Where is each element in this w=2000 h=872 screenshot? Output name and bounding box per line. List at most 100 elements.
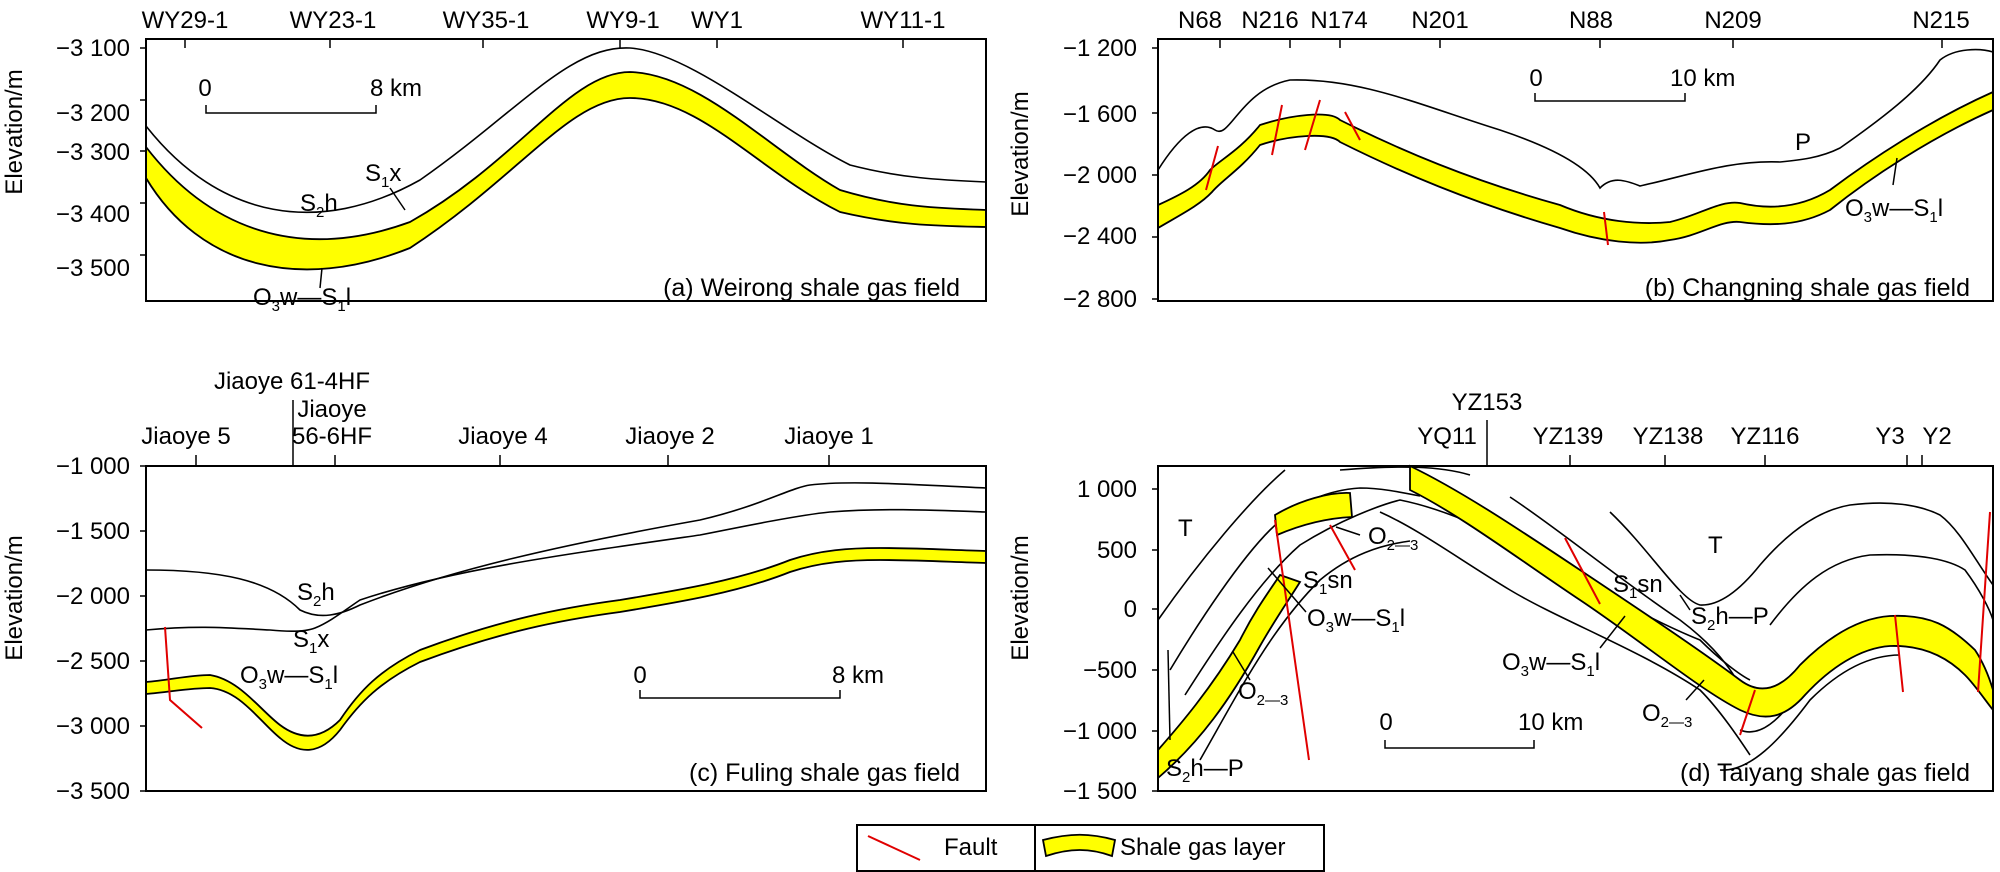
well-label: 56-6HF	[292, 423, 372, 450]
panel-a-tick: −3 500	[56, 255, 130, 282]
panel-c-s1x-boundary	[145, 508, 987, 633]
panel-d-leader	[1679, 594, 1691, 611]
scale-start: 0	[198, 75, 211, 102]
panel-d-label-o3w2: O3w—S1l	[1502, 649, 1600, 680]
panel-d-lower-boundary-2	[1379, 511, 1751, 756]
panel-b-label-p: P	[1795, 129, 1811, 156]
panel-b-changning: Elevation/m −1 200 −1 600 −2 000 −2 400 …	[1007, 7, 1994, 313]
panel-c-scale-bar: 0 8 km	[633, 662, 884, 699]
panel-d-tick: −1 500	[1063, 778, 1137, 805]
well-label: N215	[1912, 7, 1969, 34]
panel-d-label-o3w: O3w—S1l	[1307, 605, 1405, 636]
well-label: Jiaoye 1	[784, 423, 873, 450]
well-label: N88	[1569, 7, 1613, 34]
panel-d-well-labels: YZ153 YQ11 YZ139 YZ138 YZ116 Y3 Y2	[1417, 389, 1951, 450]
panel-d-lower-boundary	[1199, 540, 1411, 761]
well-label: WY9-1	[586, 7, 659, 34]
panel-b-label-o3w: O3w—S1l	[1845, 195, 1943, 226]
scale-end: 10 km	[1670, 65, 1735, 92]
well-label: Jiaoye	[297, 396, 366, 423]
panel-c-frame	[145, 465, 987, 792]
scale-start: 0	[1529, 65, 1542, 92]
panel-c-tick: −1 000	[56, 453, 130, 480]
panel-d-scale-bar: 0 10 km	[1379, 709, 1583, 749]
panel-d-label-s2hp2: S2h—P	[1691, 603, 1769, 634]
well-label: WY1	[691, 7, 743, 34]
panel-d-leader	[1167, 649, 1171, 741]
panel-d-leader	[1267, 567, 1307, 613]
panel-c-y-axis-label: Elevation/m	[1, 535, 28, 660]
panel-d-right-t-boundary	[1609, 502, 1994, 606]
panel-b-caption: (b) Changning shale gas field	[1645, 274, 1970, 302]
panel-a-leader	[389, 187, 406, 211]
well-label: Jiaoye 4	[458, 423, 547, 450]
panel-d-tick-labels: 1 000 500 0 −500 −1 000 −1 500	[1063, 476, 1137, 805]
panel-b-tick: −1 600	[1063, 101, 1137, 128]
well-label: Jiaoye 5	[141, 423, 230, 450]
legend-gas-box	[1034, 824, 1325, 872]
well-label: WY23-1	[290, 7, 377, 34]
panel-a-scale-bar: 0 8 km	[198, 75, 422, 114]
panel-d-faults	[1274, 511, 1991, 761]
panel-a-caption: (a) Weirong shale gas field	[663, 274, 960, 302]
panel-d-shale-gas-layer-crest	[1274, 492, 1353, 537]
well-label: YQ11	[1417, 423, 1477, 450]
panel-a-leader	[319, 267, 323, 289]
panel-d-tick: 0	[1124, 596, 1137, 623]
panel-d-label-s1sn2: S1sn	[1613, 571, 1663, 602]
panel-c-well-ticks	[195, 400, 830, 465]
panel-a-label-s2h: S2h	[300, 190, 338, 221]
well-label: WY29-1	[142, 7, 229, 34]
panel-b-tick: −2 400	[1063, 223, 1137, 250]
well-label: YZ153	[1452, 389, 1523, 416]
panel-d-caption: (d) Taiyang shale gas field	[1680, 759, 1970, 787]
panel-b-leader	[1892, 157, 1898, 186]
scale-end: 8 km	[832, 662, 884, 689]
well-label: Y2	[1922, 423, 1951, 450]
panel-a-label-s1x: S1x	[365, 160, 401, 191]
well-label: N201	[1411, 7, 1468, 34]
panel-c-tick-labels: −1 000 −1 500 −2 000 −2 500 −3 000 −3 50…	[56, 453, 130, 805]
panel-d-tick-marks	[1152, 488, 1158, 792]
panel-c-label-o3w: O3w—S1l	[240, 662, 338, 693]
panel-a-tick-marks	[140, 47, 146, 256]
panel-c-label-s1x: S1x	[293, 626, 329, 657]
legend-fault-label: Fault	[944, 834, 998, 861]
panel-d-s1sn-boundary	[1184, 499, 1751, 696]
panel-a-well-labels: WY29-1 WY23-1 WY35-1 WY9-1 WY1 WY11-1	[142, 7, 946, 34]
panel-a-tick: −3 100	[56, 35, 130, 62]
panel-d-label-o23b: O2—3	[1238, 678, 1288, 709]
panel-c-well-labels: Jiaoye 5 Jiaoye 61-4HF Jiaoye 56-6HF Jia…	[141, 368, 873, 450]
panel-d-leader	[1599, 615, 1626, 649]
panel-d-tick: 1 000	[1077, 476, 1137, 503]
panel-b-well-ticks	[1219, 38, 1943, 48]
panel-c-shale-gas-layer	[145, 547, 987, 751]
legend-gas-label: Shale gas layer	[1120, 834, 1285, 861]
scale-start: 0	[1379, 709, 1392, 736]
panel-a-tick-labels: −3 100 −3 200 −3 300 −3 400 −3 500	[56, 35, 130, 282]
well-label: WY35-1	[443, 7, 530, 34]
well-label: WY11-1	[861, 7, 946, 34]
panel-d-well-ticks	[1486, 420, 1923, 466]
panel-d-t-boundary	[1157, 469, 1286, 621]
panel-a-y-axis-label: Elevation/m	[1, 69, 28, 194]
panel-d-taiyang: Elevation/m 1 000 500 0 −500 −1 000 −1 5…	[1007, 389, 1994, 805]
well-label: Y3	[1875, 423, 1904, 450]
panel-d-label-t2: T	[1708, 532, 1723, 559]
well-label: N209	[1704, 7, 1761, 34]
panel-d-leader	[1685, 679, 1705, 701]
panel-b-scale-bar: 0 10 km	[1529, 65, 1735, 102]
panel-b-well-labels: N68 N216 N174 N201 N88 N209 N215	[1178, 7, 1970, 34]
panel-c-tick: −2 500	[56, 648, 130, 675]
well-label: N174	[1310, 7, 1367, 34]
panel-d-leader	[1335, 526, 1361, 536]
panel-b-y-axis-label: Elevation/m	[1007, 91, 1034, 216]
panel-c-tick: −1 500	[56, 518, 130, 545]
panel-b-tick-labels: −1 200 −1 600 −2 000 −2 400 −2 800	[1063, 35, 1137, 313]
well-label: Jiaoye 61-4HF	[214, 368, 370, 395]
panel-a-tick: −3 400	[56, 201, 130, 228]
panel-d-leader	[1232, 651, 1251, 681]
panel-b-tick: −2 800	[1063, 286, 1137, 313]
panel-a-shale-gas-layer	[145, 71, 987, 271]
